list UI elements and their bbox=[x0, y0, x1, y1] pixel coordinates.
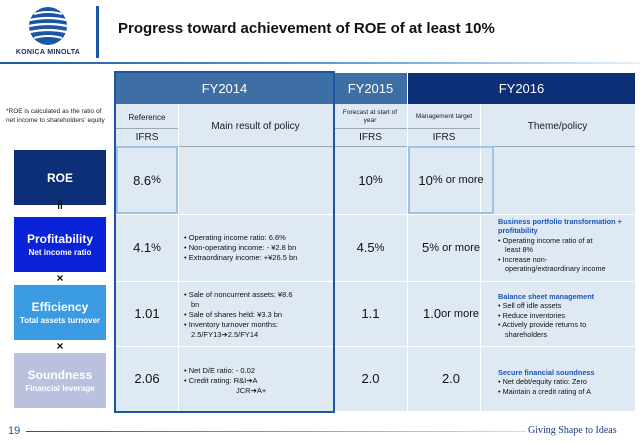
profitability-target-value: 5% or more bbox=[422, 240, 480, 255]
result-item: • Non-operating income: - ¥2.8 bn bbox=[184, 243, 297, 252]
result-item: bn bbox=[191, 300, 200, 309]
soundness-target-value: 2.0 bbox=[441, 371, 461, 386]
result-item: • Inventory turnover months: bbox=[184, 320, 278, 329]
header-separator bbox=[96, 6, 99, 58]
soundness-results: • Net D/E ratio: - 0.02 • Credit rating:… bbox=[184, 366, 266, 396]
roe-reference-value: 8.6% bbox=[133, 172, 161, 188]
roe-footnote: *ROE is calculated as the ratio of net i… bbox=[6, 108, 105, 124]
roe-target-highlight bbox=[408, 146, 494, 214]
logo: KONICA MINOLTA bbox=[8, 4, 88, 62]
profitability-theme: Business portfolio transformation + prof… bbox=[498, 217, 634, 273]
forecast-header: Forecast at start of year bbox=[342, 109, 398, 124]
header-divider bbox=[0, 62, 640, 64]
main-result-header: Main result of policy bbox=[211, 120, 300, 132]
soundness-forecast-value: 2.0 bbox=[361, 371, 380, 386]
efficiency-forecast-value: 1.1 bbox=[361, 306, 380, 321]
soundness-label: Soundness Financial leverage bbox=[14, 353, 106, 408]
theme-item: • Sell off idle assets bbox=[498, 301, 562, 311]
grid-line bbox=[480, 104, 481, 411]
grid-line bbox=[116, 346, 635, 347]
times-operator: × bbox=[56, 339, 64, 353]
fy2014-highlight-frame bbox=[114, 71, 335, 413]
globe-logo-icon bbox=[28, 7, 68, 45]
profitability-results: • Operating income ratio: 6.6% • Non-ope… bbox=[184, 233, 297, 263]
roe-label: ROE bbox=[14, 150, 106, 205]
efficiency-theme: Balance sheet management • Sell off idle… bbox=[498, 292, 634, 339]
roe-reference-highlight bbox=[116, 146, 178, 214]
soundness-theme: Secure financial soundness • Net debt/eq… bbox=[498, 368, 634, 396]
fy2015-header: FY2015 bbox=[334, 73, 407, 104]
grid-line bbox=[407, 104, 408, 411]
ifrs-reference-label: IFRS bbox=[135, 131, 159, 143]
header: KONICA MINOLTA Progress toward achieveme… bbox=[0, 0, 640, 66]
grid-line bbox=[116, 214, 635, 215]
grid-line bbox=[178, 104, 179, 411]
page-title: Progress toward achievement of ROE of at… bbox=[118, 20, 495, 37]
grid-line bbox=[116, 281, 635, 282]
result-item: 2.5/FY13➔2.5/FY14 bbox=[191, 330, 259, 339]
fy2016-header: FY2016 bbox=[408, 73, 635, 104]
efficiency-reference-value: 1.01 bbox=[134, 306, 160, 321]
footer-divider bbox=[26, 431, 526, 432]
management-target-header: Management target bbox=[415, 113, 473, 120]
result-item: JCR➔A+ bbox=[236, 386, 267, 395]
efficiency-target-value: 1.0 or more bbox=[423, 306, 479, 321]
reference-header: Reference bbox=[128, 112, 166, 122]
profitability-reference-value: 4.1% bbox=[133, 240, 161, 255]
result-item: • Sale of noncurrent assets: ¥8.6 bbox=[184, 290, 293, 299]
theme-item: least 8% bbox=[505, 245, 533, 255]
equals-operator: || bbox=[57, 199, 63, 210]
ifrs-forecast-label: IFRS bbox=[359, 131, 382, 143]
fy2016-body-bg bbox=[407, 104, 635, 411]
theme-heading: Balance sheet management bbox=[498, 292, 595, 301]
page-number: 19 bbox=[8, 425, 21, 437]
theme-item: • Maintain a credit rating of A bbox=[498, 386, 592, 396]
theme-item: • Operating income ratio of at bbox=[498, 235, 593, 245]
grid-line bbox=[116, 128, 178, 129]
fy2015-body-bg bbox=[333, 104, 407, 411]
theme-item: • Actively provide returns to bbox=[498, 320, 587, 330]
theme-heading: Secure financial soundness bbox=[498, 368, 595, 377]
ifrs-target-label: IFRS bbox=[432, 131, 456, 143]
fy2014-body-bg bbox=[116, 104, 333, 411]
theme-heading: Business portfolio transformation + prof… bbox=[498, 217, 622, 236]
fy2014-header: FY2014 bbox=[116, 73, 333, 104]
roe-forecast-value: 10% bbox=[358, 172, 383, 188]
result-item: • Credit rating: R&I➔A bbox=[184, 376, 258, 385]
result-item: • Net D/E ratio: - 0.02 bbox=[184, 366, 255, 375]
theme-item: operating/extraordinary income bbox=[505, 264, 606, 274]
profitability-label: Profitability Net income ratio bbox=[14, 217, 106, 272]
result-item: • Operating income ratio: 6.6% bbox=[184, 233, 286, 242]
tagline: Giving Shape to Ideas bbox=[528, 425, 617, 436]
times-operator: × bbox=[56, 271, 64, 285]
result-item: • Extraordinary income: +¥26.5 bn bbox=[184, 253, 298, 262]
theme-item: • Increase non- bbox=[498, 254, 548, 264]
theme-item: • Net debt/equity ratio: Zero bbox=[498, 377, 587, 387]
theme-policy-header: Theme/policy bbox=[527, 120, 588, 132]
theme-item: • Reduce inventories bbox=[498, 310, 566, 320]
efficiency-label: Efficiency Total assets turnover bbox=[14, 285, 106, 340]
grid-line bbox=[116, 146, 635, 147]
theme-item: shareholders bbox=[505, 329, 548, 339]
result-item: • Sale of shares held: ¥3.3 bn bbox=[184, 310, 283, 319]
efficiency-results: • Sale of noncurrent assets: ¥8.6 bn • S… bbox=[184, 290, 293, 340]
logo-text: KONICA MINOLTA bbox=[15, 49, 81, 56]
soundness-reference-value: 2.06 bbox=[134, 371, 160, 386]
roe-target-value: 10% or more bbox=[418, 172, 484, 188]
profitability-forecast-value: 4.5% bbox=[356, 240, 385, 255]
